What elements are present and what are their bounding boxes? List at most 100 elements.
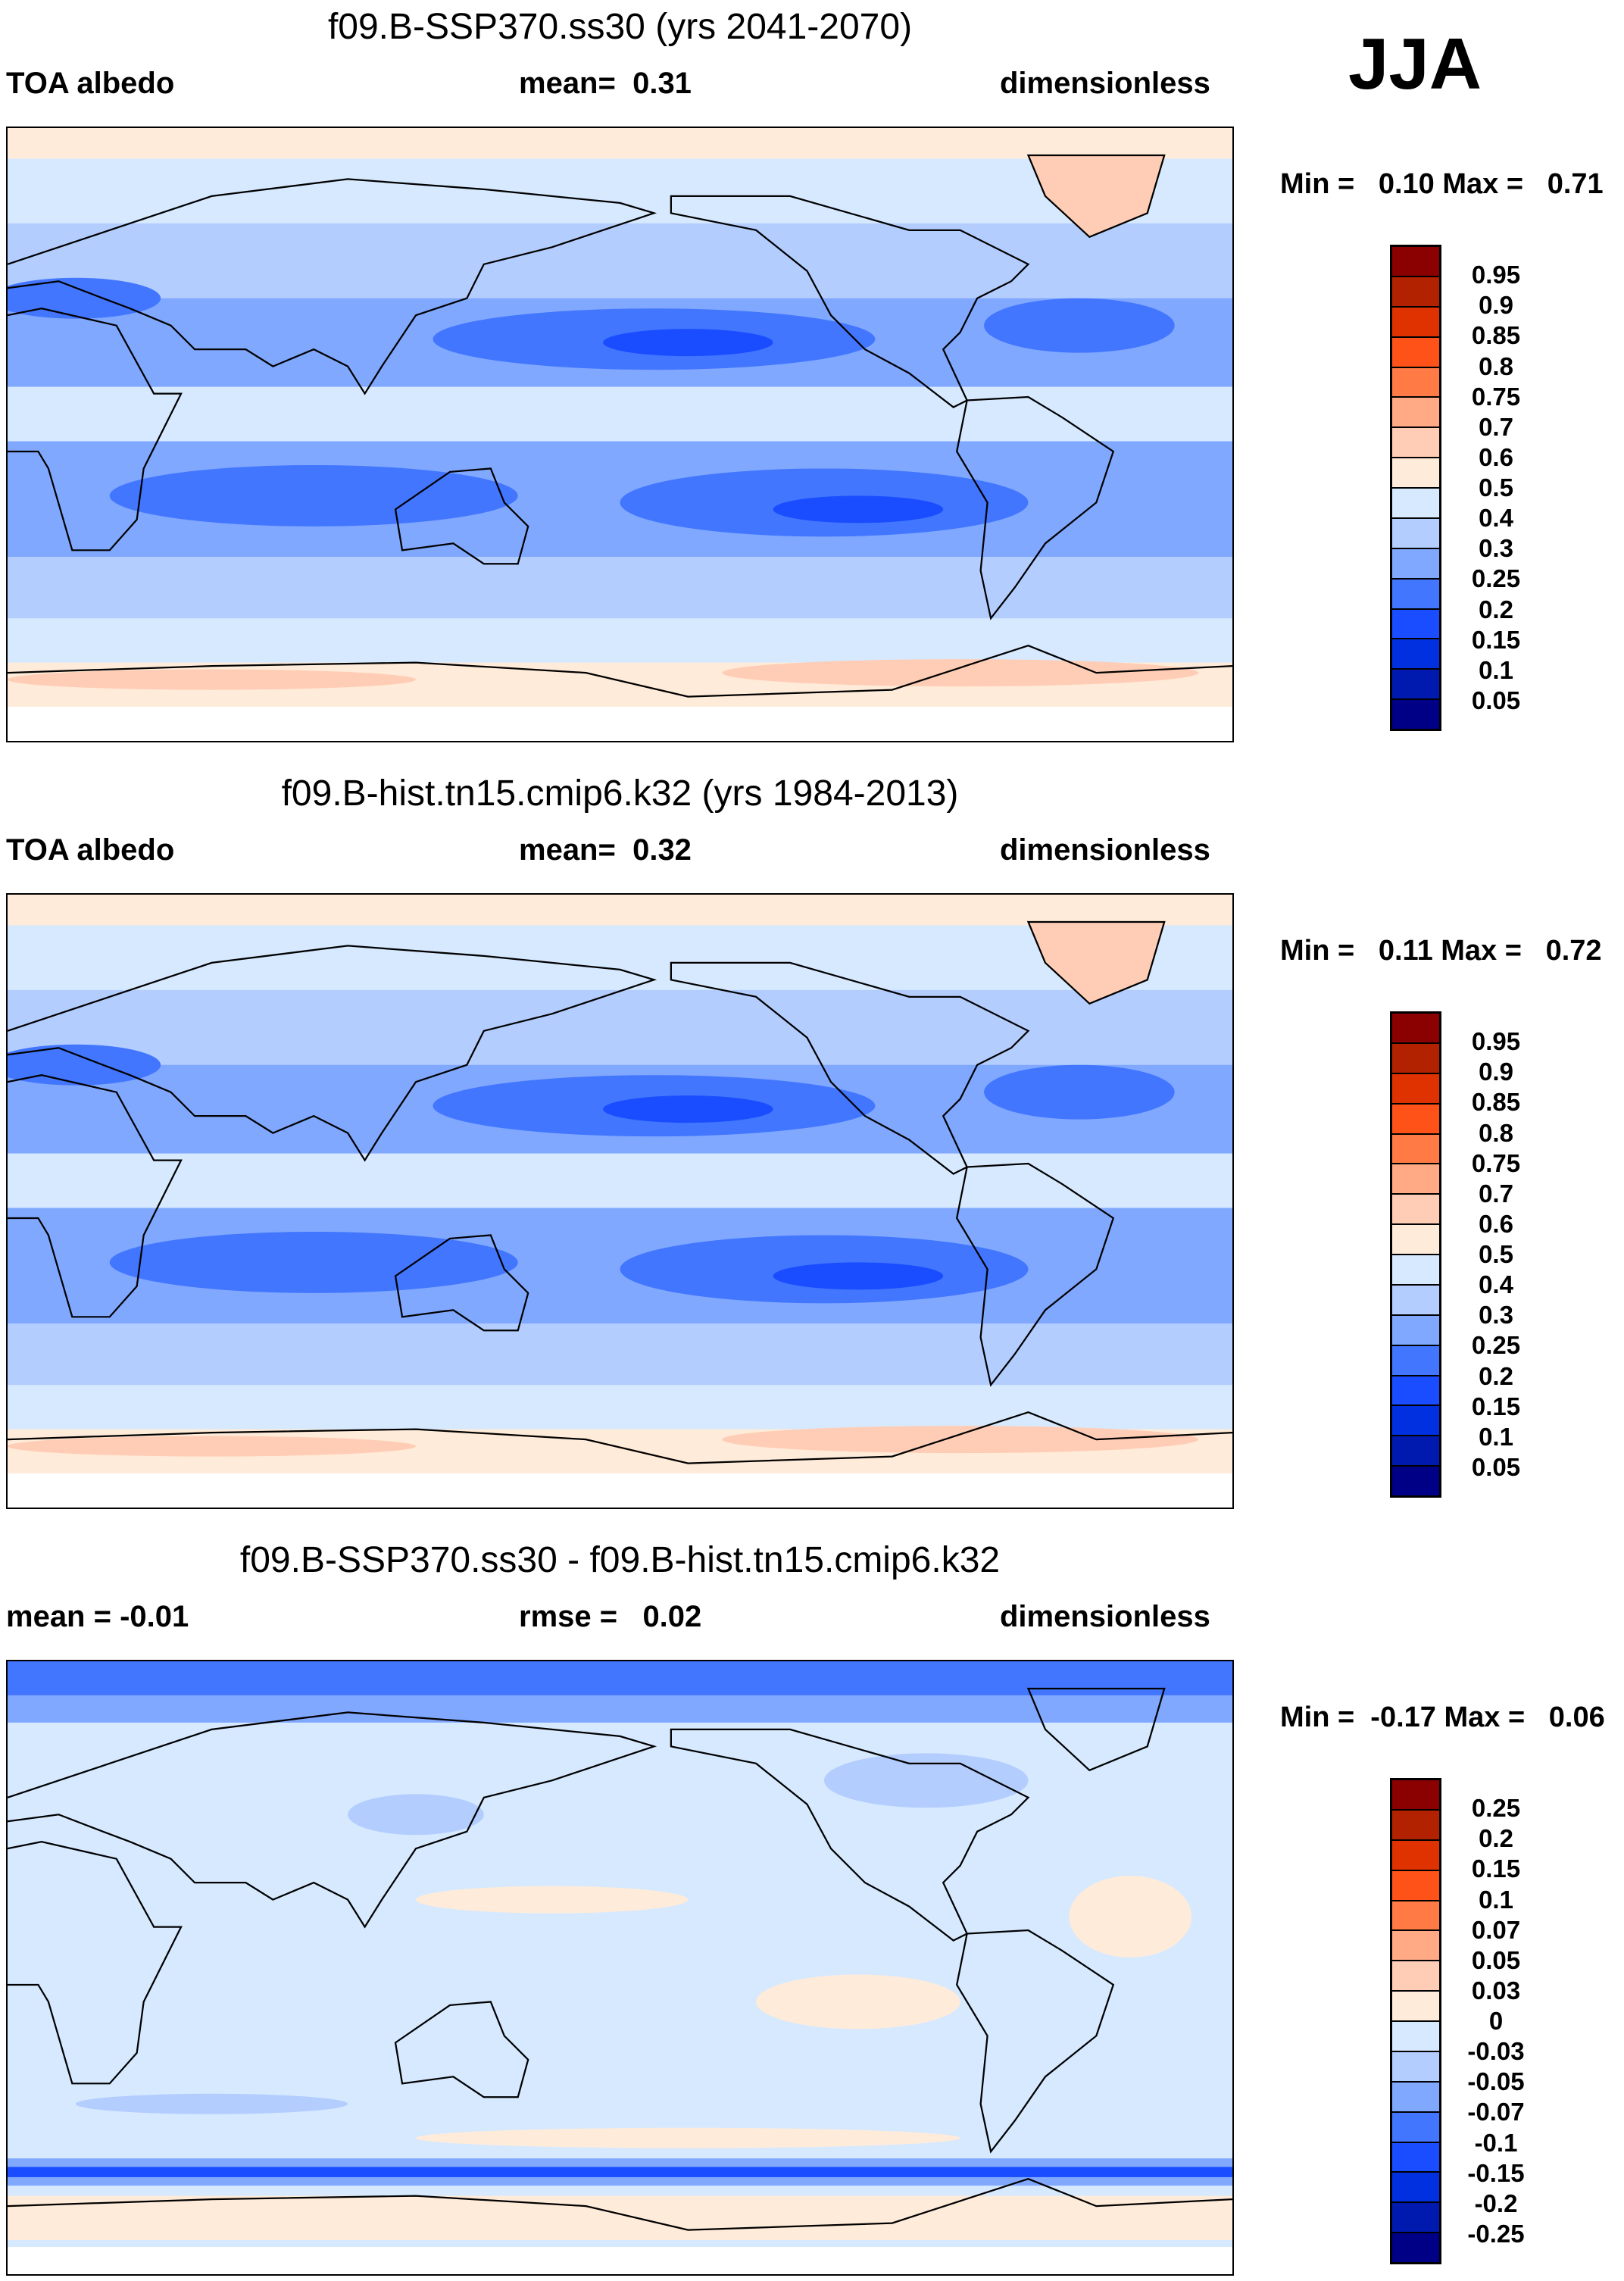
- colorbar-swatch: [1392, 458, 1439, 489]
- colorbar-tick-label: -0.15: [1467, 2158, 1525, 2187]
- min-max-label: Min = 0.10 Max = 0.71: [1280, 168, 1604, 200]
- contour-field: [8, 128, 1232, 741]
- colorbar-swatch: [1392, 1134, 1439, 1165]
- colorbar-tick-label: 0.95: [1471, 261, 1521, 289]
- colorbar-tick-label: 0.95: [1471, 1027, 1521, 1056]
- colorbar-swatch: [1392, 367, 1439, 398]
- colorbar-tick-label: 0: [1488, 2007, 1504, 2035]
- colorbar-swatch: [1392, 1436, 1439, 1467]
- colorbar-swatch: [1392, 609, 1439, 640]
- colorbar: [1390, 1011, 1441, 1498]
- left-label: mean = -0.01: [6, 1600, 189, 1633]
- season-label: JJA: [1348, 23, 1482, 105]
- colorbar-tick-label: 0.7: [1479, 1179, 1513, 1208]
- colorbar-tick-label: 0.9: [1479, 1058, 1513, 1086]
- colorbar-swatch: [1392, 1073, 1439, 1105]
- colorbar-swatch: [1392, 398, 1439, 429]
- map-plot: [6, 893, 1234, 1509]
- colorbar-swatch: [1392, 1104, 1439, 1135]
- colorbar-tick-label: -0.25: [1467, 2219, 1525, 2248]
- units-label: dimensionless: [1000, 833, 1210, 867]
- colorbar-swatch: [1392, 489, 1439, 519]
- colorbar: [1390, 245, 1441, 731]
- coastlines: [8, 920, 1232, 1464]
- center-label: mean= 0.31: [519, 67, 692, 100]
- colorbar-swatch: [1392, 1315, 1439, 1346]
- colorbar-tick-label: 0.85: [1471, 321, 1521, 350]
- colorbar-tick-label: 0.2: [1479, 595, 1513, 623]
- colorbar-swatch: [1392, 1870, 1439, 1901]
- colorbar-swatch: [1392, 1043, 1439, 1074]
- colorbar-swatch: [1392, 337, 1439, 368]
- colorbar-swatch: [1392, 1195, 1439, 1226]
- colorbar-swatch: [1392, 1345, 1439, 1376]
- colorbar-tick-label: 0.9: [1479, 291, 1513, 320]
- contour-field: [8, 1661, 1232, 2274]
- colorbar-tick-label: 0.25: [1471, 564, 1521, 593]
- colorbar-tick-label: 0.3: [1479, 1301, 1513, 1330]
- colorbar-swatch: [1392, 2203, 1439, 2234]
- colorbar-swatch: [1392, 1840, 1439, 1871]
- colorbar-swatch: [1392, 579, 1439, 610]
- colorbar-swatch: [1392, 1810, 1439, 1841]
- colorbar-swatch: [1392, 548, 1439, 580]
- colorbar-tick-label: -0.1: [1474, 2128, 1518, 2157]
- colorbar-tick-label: 0.1: [1479, 1885, 1513, 1914]
- colorbar-tick-label: 0.07: [1471, 1915, 1521, 1944]
- colorbar-tick-label: 0.05: [1471, 1945, 1521, 1974]
- colorbar-tick-label: 0.25: [1471, 1331, 1521, 1360]
- center-label: rmse = 0.02: [519, 1600, 702, 1633]
- panel-title: f09.B-hist.tn15.cmip6.k32 (yrs 1984-2013…: [281, 773, 959, 814]
- units-label: dimensionless: [1000, 1600, 1210, 1633]
- colorbar-swatch: [1392, 1255, 1439, 1286]
- colorbar-swatch: [1392, 1780, 1439, 1811]
- colorbar-tick-label: 0.8: [1479, 352, 1513, 380]
- colorbar-swatch: [1392, 1467, 1439, 1495]
- colorbar-swatch: [1392, 2173, 1439, 2204]
- colorbar-tick-label: 0.6: [1479, 442, 1513, 471]
- map-plot: [6, 1660, 1234, 2276]
- colorbar-tick-label: 0.4: [1479, 1270, 1513, 1299]
- colorbar: [1390, 1778, 1441, 2264]
- colorbar-swatch: [1392, 1901, 1439, 1932]
- colorbar-tick-label: -0.05: [1467, 2067, 1525, 2096]
- colorbar-tick-label: 0.05: [1471, 1452, 1521, 1481]
- colorbar-swatch: [1392, 428, 1439, 459]
- colorbar-swatch: [1392, 2022, 1439, 2052]
- center-label: mean= 0.32: [519, 833, 692, 867]
- colorbar-swatch: [1392, 670, 1439, 701]
- colorbar-swatch: [1392, 1961, 1439, 1992]
- colorbar-tick-label: 0.4: [1479, 504, 1513, 533]
- colorbar-swatch: [1392, 2233, 1439, 2262]
- colorbar-tick-label: -0.07: [1467, 2098, 1525, 2126]
- colorbar-tick-label: 0.15: [1471, 1392, 1521, 1420]
- colorbar-swatch: [1392, 2082, 1439, 2113]
- colorbar-tick-label: 0.1: [1479, 1422, 1513, 1451]
- colorbar-swatch: [1392, 639, 1439, 670]
- colorbar-tick-label: 0.75: [1471, 382, 1521, 411]
- colorbar-tick-label: 0.5: [1479, 473, 1513, 502]
- colorbar-swatch: [1392, 1931, 1439, 1962]
- colorbar-swatch: [1392, 700, 1439, 729]
- colorbar-tick-label: 0.85: [1471, 1088, 1521, 1117]
- colorbar-swatch: [1392, 307, 1439, 338]
- colorbar-tick-label: 0.8: [1479, 1118, 1513, 1147]
- colorbar-tick-label: 0.2: [1479, 1361, 1513, 1390]
- colorbar-tick-label: 0.75: [1471, 1148, 1521, 1177]
- colorbar-swatch: [1392, 1164, 1439, 1195]
- map-plot: [6, 127, 1234, 742]
- colorbar-swatch: [1392, 1992, 1439, 2022]
- contour-field: [8, 895, 1232, 1508]
- colorbar-swatch: [1392, 2142, 1439, 2173]
- colorbar-tick-label: 0.25: [1471, 1794, 1521, 1823]
- colorbar-swatch: [1392, 2051, 1439, 2083]
- colorbar-tick-label: 0.15: [1471, 1854, 1521, 1883]
- colorbar-tick-label: 0.15: [1471, 625, 1521, 654]
- colorbar-swatch: [1392, 2112, 1439, 2143]
- colorbar-tick-label: 0.3: [1479, 534, 1513, 563]
- colorbar-tick-label: -0.03: [1467, 2037, 1525, 2066]
- colorbar-swatch: [1392, 518, 1439, 549]
- colorbar-tick-label: 0.1: [1479, 655, 1513, 684]
- coastlines: [8, 1687, 1232, 2231]
- left-label: TOA albedo: [6, 67, 175, 100]
